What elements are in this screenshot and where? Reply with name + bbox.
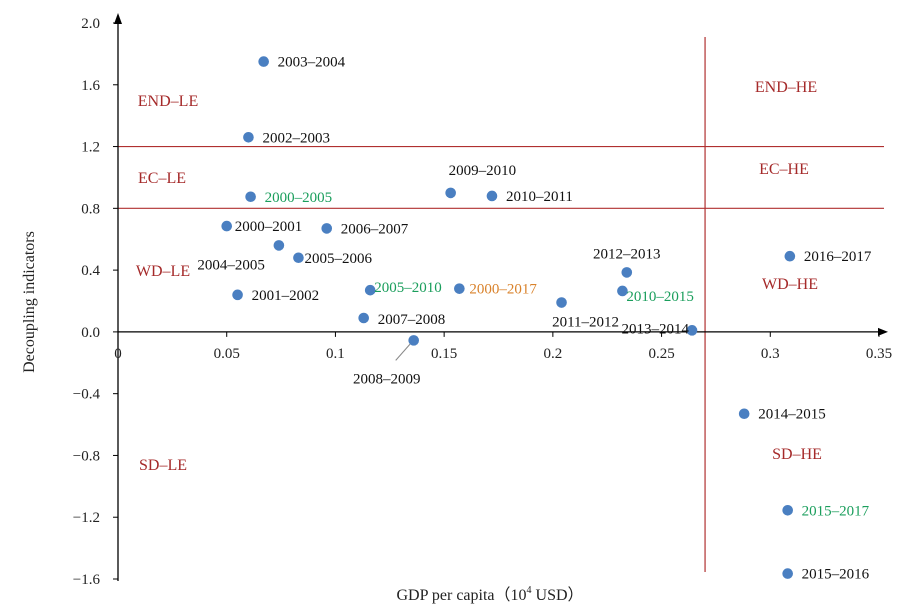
point-label: 2005–2010: [374, 280, 442, 296]
point-label: 2015–2016: [802, 567, 870, 583]
data-point: [321, 223, 333, 234]
region-label: WD–LE: [136, 263, 190, 280]
data-point: [245, 191, 256, 203]
point-label: 2011–2012: [552, 315, 619, 331]
point-label: 2008–2009: [353, 371, 421, 387]
data-point: [782, 568, 793, 579]
x-tick-label: 0: [114, 346, 122, 362]
point-label: 2006–2007: [341, 221, 409, 237]
y-tick-label: 2.0: [81, 16, 100, 32]
data-point: [556, 297, 567, 308]
point-label: 2010–2011: [506, 189, 573, 205]
y-tick-label: −0.4: [73, 387, 101, 403]
data-point: [486, 190, 498, 202]
y-axis-title: Decoupling indicators: [21, 231, 38, 373]
x-tick-label: 0.25: [648, 346, 674, 362]
data-point: [293, 252, 304, 264]
x-tick-label: 0.35: [866, 346, 892, 362]
data-point: [273, 240, 285, 251]
region-label: EC–LE: [138, 170, 186, 187]
x-tick-label: 0.3: [761, 346, 780, 362]
point-label: 2003–2004: [278, 55, 346, 71]
data-point: [243, 131, 254, 143]
x-axis-title: GDP per capita（104 USD）: [396, 585, 583, 604]
region-label: EC–HE: [759, 161, 809, 178]
y-tick-label: 1.2: [81, 140, 100, 156]
point-label: 2012–2013: [593, 246, 661, 262]
data-point: [617, 285, 628, 297]
data-point: [221, 220, 233, 232]
region-label: END–HE: [755, 79, 817, 96]
data-point: [621, 267, 633, 278]
region-label: SD–HE: [772, 446, 822, 463]
y-tick-label: 0.4: [81, 263, 100, 279]
point-label: 2000–2001: [235, 219, 303, 235]
x-tick-label: 0.2: [543, 346, 562, 362]
y-tick-label: 1.6: [81, 78, 100, 94]
data-point: [358, 312, 369, 324]
x-tick-label: 0.1: [326, 346, 345, 362]
data-point: [232, 289, 243, 301]
point-label: 2001–2002: [252, 288, 319, 304]
label-leader-line: [395, 343, 412, 361]
data-point: [364, 284, 376, 296]
data-point: [258, 56, 269, 67]
data-point: [782, 504, 793, 516]
region-label: WD–HE: [762, 276, 818, 293]
data-point: [445, 187, 456, 199]
y-tick-label: −1.2: [73, 510, 100, 526]
point-label: 2007–2008: [378, 312, 446, 328]
region-label: SD–LE: [139, 457, 187, 474]
x-tick-label: 0.15: [431, 346, 457, 362]
point-label: 2016–2017: [804, 249, 872, 265]
point-label: 2004–2005: [197, 257, 265, 273]
point-label: 2000–2005: [265, 190, 333, 206]
point-label: 2000–2017: [469, 282, 537, 298]
data-point: [738, 408, 750, 420]
point-label: 2010–2015: [626, 289, 694, 305]
y-tick-label: −1.6: [73, 572, 101, 588]
x-tick-label: 0.05: [214, 346, 240, 362]
x-axis-arrow: [878, 327, 888, 336]
point-label: 2014–2015: [758, 407, 826, 423]
point-label: 2015–2017: [802, 503, 870, 519]
point-label: 2013–2014: [622, 321, 690, 337]
y-tick-label: 0.8: [81, 201, 100, 217]
point-label: 2002–2003: [262, 130, 330, 146]
point-label: 2005–2006: [304, 251, 372, 267]
data-point: [784, 250, 796, 262]
y-tick-label: −0.8: [73, 448, 100, 464]
data-point: [408, 335, 420, 346]
data-point: [686, 325, 698, 336]
region-label: END–LE: [138, 93, 198, 110]
y-tick-label: 0.0: [81, 325, 100, 341]
y-axis-arrow: [114, 13, 122, 24]
point-label: 2009–2010: [449, 163, 517, 179]
data-point: [454, 283, 465, 294]
